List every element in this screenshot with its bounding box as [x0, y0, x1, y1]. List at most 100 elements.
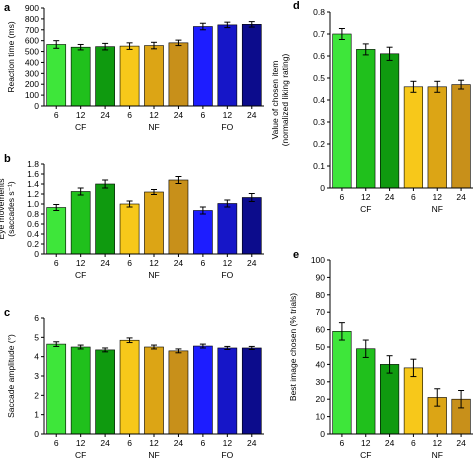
bar — [403, 86, 424, 189]
y-tick-label: 0.7 — [313, 29, 325, 39]
panel-d: d 0 0.1 0.2 0.3 0.4 0.5 0.6 0.7 0.8 Value of chose… — [270, 0, 473, 214]
bar — [379, 53, 400, 189]
bar — [403, 367, 424, 435]
bar — [241, 197, 262, 255]
x-tick-label: 6 — [127, 258, 132, 268]
y-tick-label: 0 — [320, 183, 325, 193]
y-tick-label: 40 — [316, 359, 326, 369]
bar — [168, 179, 189, 255]
y-tick-label: 80 — [316, 290, 326, 300]
y-tick-label: 1.0 — [27, 199, 39, 209]
x-tick-label: 6 — [340, 192, 345, 202]
x-tick-label: 24 — [456, 438, 466, 448]
y-tick-label: 0 — [34, 101, 39, 111]
x-tick-label: 12 — [223, 438, 233, 448]
y-tick-label: 0.2 — [313, 139, 325, 149]
y-tick-label: 50 — [316, 342, 326, 352]
x-tick-label: 24 — [100, 258, 110, 268]
group-label: NF — [432, 450, 443, 460]
y-tick-label: 0.4 — [27, 229, 39, 239]
y-tick-label: 1.8 — [27, 159, 39, 169]
y-tick-label: 1.4 — [27, 179, 39, 189]
y-tick-label: 0.1 — [313, 161, 325, 171]
bar — [356, 348, 376, 435]
bar — [427, 86, 447, 189]
y-tick-label: 60 — [316, 325, 326, 335]
group-label: FO — [221, 270, 233, 280]
x-tick-label: 12 — [223, 110, 233, 120]
y-tick-label: 1.6 — [27, 169, 39, 179]
y-tick-label: 10 — [316, 412, 326, 422]
group-label: FO — [221, 122, 233, 132]
group-label: CF — [75, 270, 86, 280]
y-tick-label: 0 — [34, 249, 39, 259]
x-tick-label: 12 — [361, 438, 371, 448]
group-label: CF — [75, 450, 86, 460]
y-tick-label: 1 — [34, 410, 39, 420]
x-tick-label: 12 — [76, 110, 86, 120]
group-label: CF — [360, 450, 371, 460]
bar — [193, 345, 213, 435]
bar — [95, 349, 115, 435]
bar — [95, 46, 115, 107]
y-tick-label: 300 — [25, 68, 39, 78]
y-tick-label: 0.8 — [313, 7, 325, 17]
bar — [144, 191, 164, 255]
panel-label-d: d — [293, 0, 300, 12]
y-tick-label: 90 — [316, 272, 326, 282]
x-tick-label: 12 — [149, 438, 159, 448]
x-tick-label: 12 — [149, 110, 159, 120]
y-axis-label: Saccade amplitude (°) — [6, 334, 16, 418]
y-tick-label: 70 — [316, 307, 326, 317]
y-tick-label: 0.4 — [313, 95, 325, 105]
x-tick-label: 12 — [361, 192, 371, 202]
y-tick-label: 20 — [316, 394, 326, 404]
bar — [95, 183, 115, 255]
y-tick-label: 100 — [311, 255, 325, 265]
x-tick-label: 24 — [247, 438, 257, 448]
bar — [168, 350, 189, 435]
group-label: FO — [221, 450, 233, 460]
bar — [46, 207, 67, 255]
bar — [241, 347, 262, 435]
y-tick-label: 1.2 — [27, 189, 39, 199]
bar — [217, 347, 238, 435]
group-label: CF — [75, 122, 86, 132]
y-tick-label: 200 — [25, 79, 39, 89]
y-tick-label: 900 — [25, 3, 39, 13]
y-tick-label: 800 — [25, 14, 39, 24]
y-axis-label: Value of chosen item(normalized liking r… — [270, 54, 290, 147]
y-tick-label: 0.2 — [27, 239, 39, 249]
panel-label-c: c — [4, 307, 10, 319]
bar — [356, 49, 376, 189]
y-axis-label: Reaction time (ms) — [6, 21, 16, 92]
x-tick-label: 12 — [76, 258, 86, 268]
x-tick-label: 24 — [247, 258, 257, 268]
bar — [168, 42, 189, 107]
x-tick-label: 6 — [340, 438, 345, 448]
bar — [119, 45, 140, 107]
panel-label-a: a — [4, 2, 11, 14]
y-tick-label: 700 — [25, 25, 39, 35]
bar — [46, 44, 67, 107]
x-tick-label: 24 — [100, 110, 110, 120]
x-tick-label: 6 — [54, 438, 59, 448]
x-tick-label: 6 — [127, 438, 132, 448]
group-label: NF — [432, 204, 443, 214]
y-tick-label: 5 — [34, 332, 39, 342]
x-tick-label: 6 — [201, 438, 206, 448]
y-tick-label: 0 — [34, 429, 39, 439]
y-tick-label: 2 — [34, 390, 39, 400]
bar — [193, 210, 213, 255]
y-tick-label: 6 — [34, 313, 39, 323]
panel-label-b: b — [4, 153, 11, 165]
bar — [144, 45, 164, 107]
y-tick-label: 500 — [25, 47, 39, 57]
bar — [70, 191, 91, 255]
y-tick-label: 30 — [316, 377, 326, 387]
y-tick-label: 0.5 — [313, 73, 325, 83]
x-tick-label: 24 — [385, 438, 395, 448]
x-tick-label: 6 — [54, 110, 59, 120]
